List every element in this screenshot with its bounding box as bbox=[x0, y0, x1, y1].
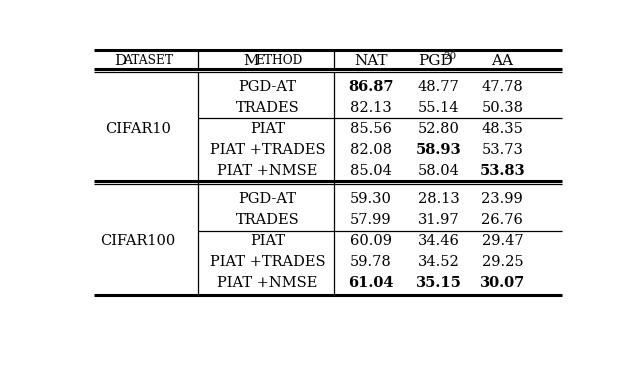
Text: 20: 20 bbox=[443, 53, 456, 61]
Text: PIAT +NMSE: PIAT +NMSE bbox=[218, 164, 317, 178]
Text: 57.99: 57.99 bbox=[350, 213, 392, 227]
Text: 23.99: 23.99 bbox=[481, 192, 524, 206]
Text: 50.38: 50.38 bbox=[481, 101, 524, 115]
Text: 26.76: 26.76 bbox=[481, 213, 524, 227]
Text: 29.47: 29.47 bbox=[481, 234, 523, 248]
Text: 31.97: 31.97 bbox=[418, 213, 460, 227]
Text: PIAT +NMSE: PIAT +NMSE bbox=[218, 276, 317, 291]
Text: PIAT: PIAT bbox=[250, 122, 285, 136]
Text: 85.04: 85.04 bbox=[349, 164, 392, 178]
Text: 53.73: 53.73 bbox=[481, 143, 524, 157]
Text: NAT: NAT bbox=[354, 54, 387, 68]
Text: 30.07: 30.07 bbox=[480, 276, 525, 291]
Text: TRADES: TRADES bbox=[236, 213, 300, 227]
Text: M: M bbox=[243, 54, 259, 68]
Text: CIFAR100: CIFAR100 bbox=[100, 234, 176, 248]
Text: 55.14: 55.14 bbox=[418, 101, 460, 115]
Text: 58.04: 58.04 bbox=[418, 164, 460, 178]
Text: 28.13: 28.13 bbox=[418, 192, 460, 206]
Text: 60.09: 60.09 bbox=[349, 234, 392, 248]
Text: 48.77: 48.77 bbox=[418, 80, 460, 94]
Text: 47.78: 47.78 bbox=[481, 80, 524, 94]
Text: 53.83: 53.83 bbox=[479, 164, 525, 178]
Text: 59.78: 59.78 bbox=[349, 255, 392, 269]
Text: 82.13: 82.13 bbox=[349, 101, 392, 115]
Text: 82.08: 82.08 bbox=[349, 143, 392, 157]
Text: PIAT +TRADES: PIAT +TRADES bbox=[210, 143, 325, 157]
Text: PGD-AT: PGD-AT bbox=[239, 80, 296, 94]
Text: 34.52: 34.52 bbox=[418, 255, 460, 269]
Text: AA: AA bbox=[492, 54, 513, 68]
Text: 29.25: 29.25 bbox=[481, 255, 523, 269]
Text: PIAT +TRADES: PIAT +TRADES bbox=[210, 255, 325, 269]
Text: 86.87: 86.87 bbox=[348, 80, 394, 94]
Text: 61.04: 61.04 bbox=[348, 276, 394, 291]
Text: ETHOD: ETHOD bbox=[255, 54, 303, 67]
Text: 58.93: 58.93 bbox=[416, 143, 461, 157]
Text: PGD: PGD bbox=[419, 54, 453, 68]
Text: ATASET: ATASET bbox=[124, 54, 173, 67]
Text: CIFAR10: CIFAR10 bbox=[105, 122, 171, 136]
Text: 59.30: 59.30 bbox=[349, 192, 392, 206]
Text: 85.56: 85.56 bbox=[349, 122, 392, 136]
Text: 34.46: 34.46 bbox=[418, 234, 460, 248]
Text: PIAT: PIAT bbox=[250, 234, 285, 248]
Text: D: D bbox=[114, 54, 126, 68]
Text: 48.35: 48.35 bbox=[481, 122, 524, 136]
Text: 52.80: 52.80 bbox=[418, 122, 460, 136]
Text: TRADES: TRADES bbox=[236, 101, 300, 115]
Text: PGD-AT: PGD-AT bbox=[239, 192, 296, 206]
Text: 35.15: 35.15 bbox=[416, 276, 462, 291]
